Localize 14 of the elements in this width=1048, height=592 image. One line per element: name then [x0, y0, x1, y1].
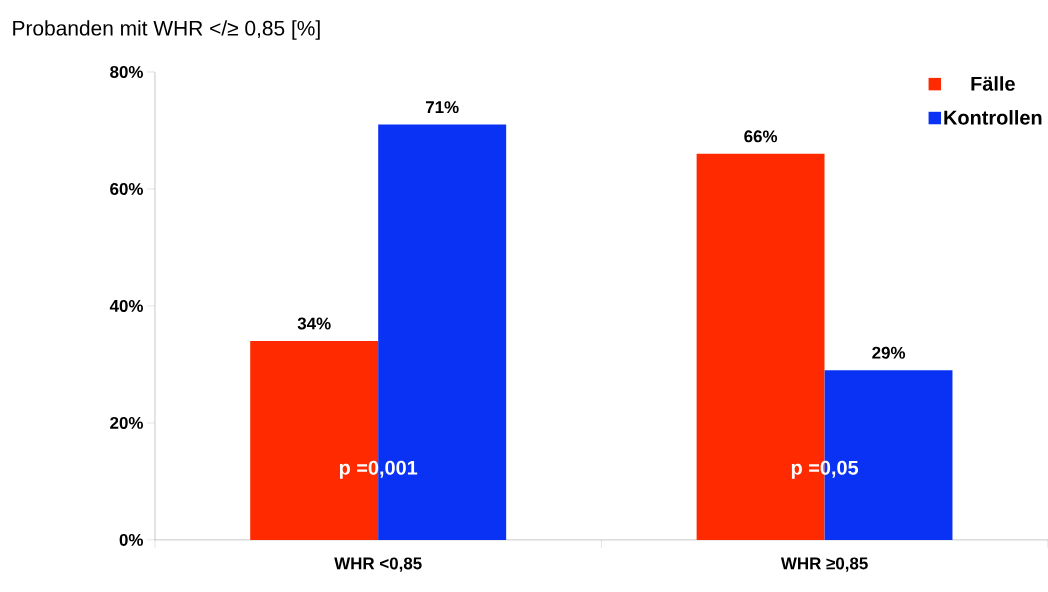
data-label: 66%	[744, 130, 778, 143]
data-label: 29%	[872, 346, 906, 359]
chart-title: Probanden mit WHR </≥ 0,85 [%]	[13, 20, 320, 40]
data-label: 71%	[425, 101, 459, 114]
y-tick-label: 20%	[110, 416, 143, 429]
x-tick-label: WHR <0,85	[334, 557, 422, 572]
y-tick-label: 40%	[109, 300, 143, 312]
x-tick-label: WHR ≥0,85	[780, 557, 868, 572]
y-tick-label: 80%	[110, 66, 143, 79]
y-tick-label: 0%	[119, 533, 143, 546]
legend-label: Fälle	[971, 76, 1015, 91]
data-label: 34%	[297, 317, 331, 330]
legend-label: Kontrollen	[944, 110, 1042, 125]
y-tick-label: 60%	[110, 183, 143, 196]
